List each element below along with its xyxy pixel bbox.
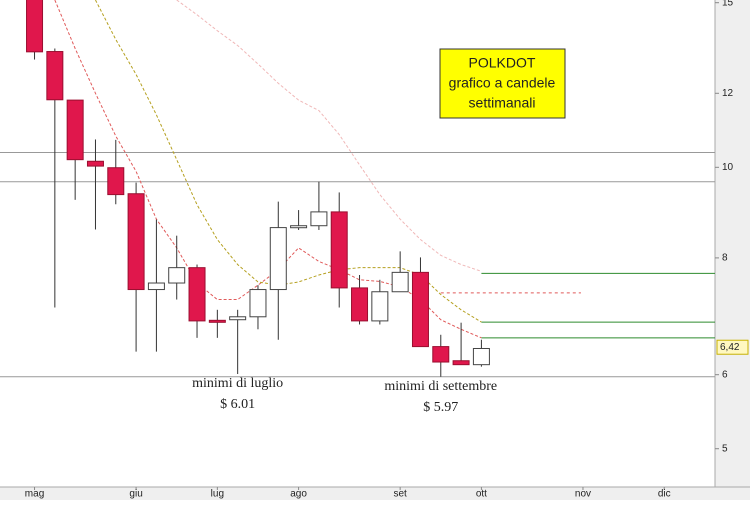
plot bbox=[0, 0, 715, 378]
x-tick-label: giu bbox=[129, 489, 142, 500]
y-tick-label: 8 bbox=[722, 253, 728, 264]
candle bbox=[391, 251, 409, 293]
candle-body bbox=[86, 160, 104, 167]
candle bbox=[229, 309, 247, 375]
x-tick-label: lug bbox=[211, 489, 224, 500]
candle bbox=[452, 322, 470, 366]
candle-body bbox=[26, 0, 44, 53]
candle-body bbox=[66, 99, 84, 161]
moving-average bbox=[54, 0, 482, 339]
candle-body bbox=[472, 347, 490, 366]
candle-body bbox=[371, 291, 389, 322]
candle-body bbox=[107, 167, 125, 196]
candle bbox=[86, 139, 104, 230]
y-tick-label: 15 bbox=[722, 0, 734, 8]
candle bbox=[107, 139, 125, 205]
annotation-value: $ 5.97 bbox=[423, 400, 458, 415]
annotation: minimi di luglio bbox=[192, 376, 283, 391]
candle-body bbox=[432, 346, 450, 363]
candle-body bbox=[147, 282, 165, 291]
bottom-axis-panel bbox=[0, 487, 750, 500]
moving-average bbox=[176, 0, 482, 272]
candle-body bbox=[249, 289, 267, 318]
candle-body bbox=[229, 316, 247, 321]
candle-body bbox=[391, 271, 409, 293]
x-tick-label: ott bbox=[476, 489, 487, 500]
candle bbox=[432, 334, 450, 377]
right-axis-panel bbox=[715, 0, 750, 500]
candle-body bbox=[188, 267, 206, 322]
candle bbox=[310, 181, 328, 230]
x-tick-label: mag bbox=[25, 489, 44, 500]
candle bbox=[472, 339, 490, 367]
candle bbox=[351, 275, 369, 325]
candle bbox=[188, 264, 206, 338]
candle-body bbox=[411, 271, 429, 348]
candle-body bbox=[46, 51, 64, 101]
candle-body bbox=[168, 267, 186, 284]
candle bbox=[147, 219, 165, 352]
candle-body bbox=[269, 227, 287, 291]
y-tick-label: 5 bbox=[722, 443, 728, 454]
candle bbox=[168, 235, 186, 300]
candle-body bbox=[208, 319, 226, 323]
candle bbox=[249, 285, 267, 330]
x-tick-label: ago bbox=[290, 489, 307, 500]
candle-body bbox=[310, 211, 328, 227]
candle bbox=[411, 257, 429, 348]
x-tick-label: dic bbox=[658, 489, 671, 500]
y-tick-label: 6 bbox=[722, 369, 728, 380]
y-tick-label: 12 bbox=[722, 88, 734, 99]
candle-body bbox=[127, 193, 145, 291]
title: grafico a candele bbox=[449, 75, 556, 91]
y-tick-label: 10 bbox=[722, 162, 734, 173]
last-price-box bbox=[716, 339, 749, 355]
candle-body bbox=[290, 225, 308, 229]
candle-body bbox=[452, 360, 470, 366]
candle bbox=[127, 182, 145, 352]
annotation-value: $ 6.01 bbox=[220, 397, 255, 412]
candle bbox=[46, 48, 64, 308]
title: settimanali bbox=[469, 95, 536, 111]
candle bbox=[26, 0, 44, 60]
annotation: minimi di settembre bbox=[384, 379, 497, 394]
candle bbox=[290, 210, 308, 230]
candle bbox=[66, 99, 84, 200]
candle-body bbox=[351, 287, 369, 322]
candle bbox=[269, 201, 287, 340]
title-box bbox=[439, 48, 566, 119]
candle-body bbox=[330, 211, 348, 289]
x-tick-label: set bbox=[393, 489, 407, 500]
title: POLKDOT bbox=[469, 55, 536, 71]
candle bbox=[330, 192, 348, 308]
candle bbox=[208, 309, 226, 338]
last-price-label: 6,42 bbox=[720, 342, 740, 353]
candle bbox=[371, 279, 389, 325]
x-tick-label: nov bbox=[575, 489, 591, 500]
